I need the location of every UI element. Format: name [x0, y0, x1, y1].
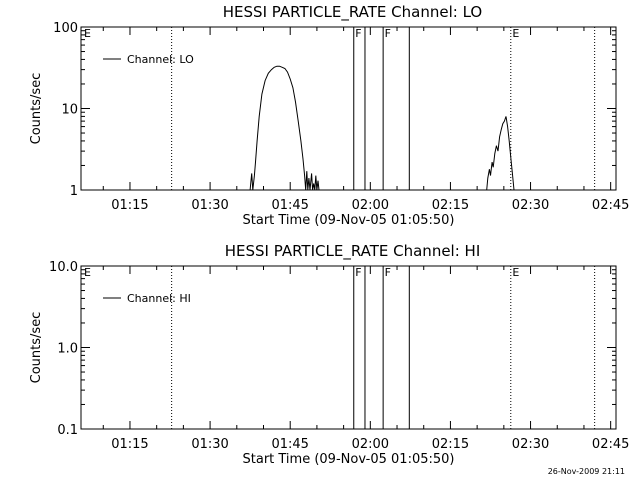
- x-tick-label: 01:15: [111, 198, 148, 213]
- x-tick-label: 02:00: [352, 437, 389, 452]
- flag-marker: F: [355, 27, 361, 40]
- x-tick-label: 02:45: [592, 198, 629, 213]
- x-axis-label: Start Time (09-Nov-05 01:05:50): [243, 213, 455, 228]
- y-tick-label: 1.0: [57, 342, 78, 357]
- flag-marker: E: [84, 266, 91, 279]
- flag-marker: F: [355, 266, 361, 279]
- x-tick-label: 02:15: [432, 198, 469, 213]
- chart-title: HESSI PARTICLE_RATE Channel: HI: [225, 242, 481, 261]
- y-tick-label: 10.0: [49, 260, 78, 275]
- x-tick-label: 02:15: [432, 437, 469, 452]
- timestamp: 26-Nov-2009 21:11: [548, 467, 625, 476]
- y-axis-label: Counts/sec: [29, 312, 44, 384]
- legend-label: Channel: LO: [127, 53, 194, 66]
- flag-marker: E: [512, 266, 519, 279]
- chart-title: HESSI PARTICLE_RATE Channel: LO: [223, 3, 482, 22]
- x-tick-label: 02:45: [592, 437, 629, 452]
- chart-panel-2: HESSI PARTICLE_RATE Channel: HI 01:15 01:3…: [29, 242, 629, 467]
- flag-marker: F: [385, 27, 391, 40]
- x-tick-label: 01:30: [191, 198, 228, 213]
- flag-marker: E: [512, 27, 519, 40]
- y-axis-label: Counts/sec: [29, 73, 44, 145]
- plot-frame: [80, 265, 617, 430]
- flag-marker: F: [385, 266, 391, 279]
- x-tick-label: 02:30: [512, 198, 549, 213]
- x-tick-label: 01:15: [111, 437, 148, 452]
- y-tick-label: 10: [61, 103, 78, 118]
- chart-panel-1: HESSI PARTICLE_RATE Channel: LO 01:15 01:3…: [29, 3, 629, 228]
- y-tick-label: 1: [70, 184, 78, 199]
- flag-marker: E: [84, 27, 91, 40]
- x-tick-label: 02:00: [352, 198, 389, 213]
- plot-frame: [80, 26, 617, 191]
- x-tick-label: 02:30: [512, 437, 549, 452]
- legend-label: Channel: HI: [127, 292, 191, 305]
- x-axis-label: Start Time (09-Nov-05 01:05:50): [243, 452, 455, 467]
- x-tick-label: 01:30: [191, 437, 228, 452]
- series-line: [486, 116, 515, 191]
- series-line: [249, 65, 320, 191]
- y-tick-label: 0.1: [57, 423, 78, 438]
- y-tick-label: 100: [53, 21, 78, 36]
- x-tick-label: 01:45: [271, 437, 308, 452]
- x-tick-label: 01:45: [271, 198, 308, 213]
